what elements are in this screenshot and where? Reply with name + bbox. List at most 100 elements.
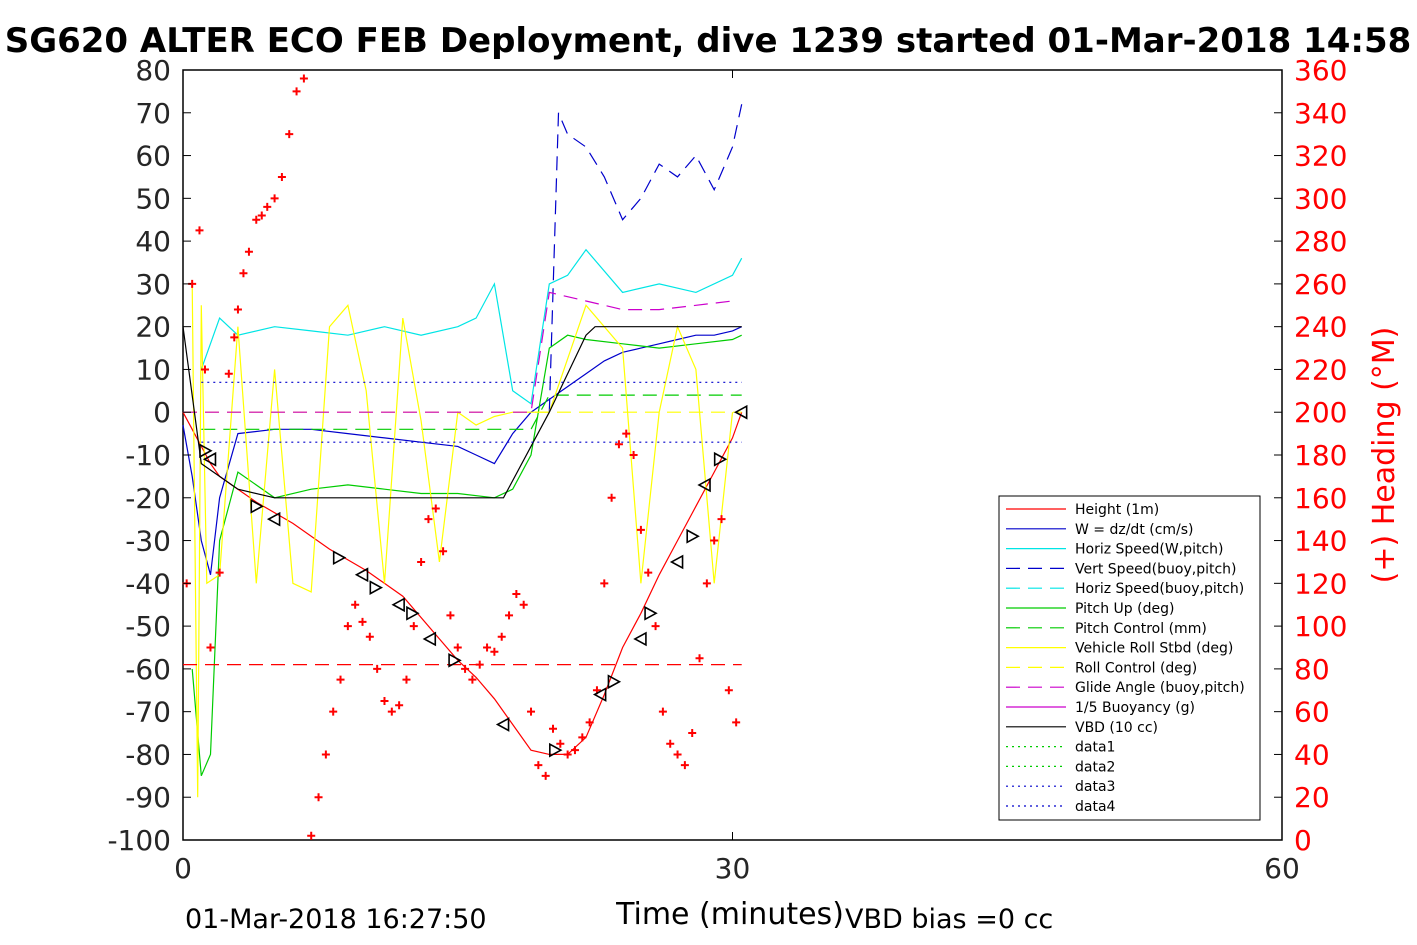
right-tick-label: 160 [1294,482,1347,515]
glider-marker [697,477,711,493]
series-w-dz-dt-cm-s [182,326,742,575]
footer-vbd-bias: VBD bias =0 cc [845,904,1053,935]
glider-marker [406,605,420,621]
legend-label: Vert Speed(buoy,pitch) [1075,561,1237,577]
right-tick-label: 240 [1294,311,1347,344]
heading-point [270,194,279,203]
left-tick-label: -70 [125,696,171,729]
heading-point [314,793,323,802]
glider-marker [422,631,437,647]
right-tick-label: 300 [1294,182,1347,215]
heading-point [233,305,242,314]
right-axis: 3603403203002802602402202001801601401201… [1274,54,1347,857]
heading-point [358,617,367,626]
left-tick-label: 10 [135,353,171,386]
glider-marker [644,605,658,621]
heading-point [724,686,733,695]
heading-point [658,707,667,716]
left-tick-label: 0 [153,396,171,429]
heading-point [585,718,594,727]
heading-point [680,761,689,770]
heading-point [497,632,506,641]
heading-point [195,226,204,235]
heading-point [402,675,411,684]
series-vbd-10-cc [182,326,742,499]
x-axis-label: Time (minutes) [615,897,844,932]
heading-point [446,611,455,620]
legend-label: Horiz Speed(buoy,pitch) [1075,581,1244,597]
glider-marker [549,742,563,758]
left-tick-label: -90 [125,781,171,814]
legend-label: Horiz Speed(W,pitch) [1075,542,1223,558]
right-tick-label: 180 [1294,439,1347,472]
heading-point [343,622,352,631]
heading-point [563,750,572,759]
left-tick-label: -40 [125,567,171,600]
glider-marker [332,550,347,566]
glider-markers [199,404,748,758]
left-tick-label: 20 [135,311,171,344]
heading-point [702,579,711,588]
heading-point [483,643,492,652]
heading-point [644,568,653,577]
left-tick-label: 80 [135,54,171,87]
chart-title: SG620 ALTER ECO FEB Deployment, dive 123… [5,21,1412,61]
series-horiz-speed-w-pitch [200,248,743,405]
heading-point [534,761,543,770]
heading-point [206,643,215,652]
glider-marker [391,597,405,613]
heading-point [519,600,528,609]
heading-point [710,536,719,545]
x-tick-label: 60 [1264,852,1300,885]
heading-point [409,622,418,631]
heading-point [321,750,330,759]
heading-point [351,600,360,609]
left-tick-label: -80 [125,738,171,771]
left-tick-label: 50 [135,182,171,215]
heading-point [673,750,682,759]
x-tick-label: 0 [174,852,192,885]
left-tick-label: 60 [135,140,171,173]
heading-point [257,211,266,220]
heading-point [695,654,704,663]
heading-point [468,675,477,684]
heading-point [629,451,638,459]
glider-marker [266,511,281,527]
heading-point [578,733,587,742]
heading-point [299,74,308,83]
series-layer [182,104,743,798]
series-pitch-up-deg [191,334,742,777]
right-tick-label: 60 [1294,696,1330,729]
glider-marker [250,498,264,514]
heading-point [651,622,660,631]
heading-point [292,87,301,96]
left-tick-label: -50 [125,610,171,643]
footer-timestamp: 01-Mar-2018 16:27:50 [185,904,487,935]
bottom-axis: 0 30 60 [174,70,1300,885]
left-tick-label: -30 [125,525,171,558]
left-tick-label: -100 [107,824,171,857]
legend-label: Roll Control (deg) [1075,660,1197,676]
x-tick-label: 30 [715,852,751,885]
right-tick-label: 320 [1294,140,1347,173]
legend-label: Height (1m) [1075,502,1159,518]
heading-point [387,707,396,716]
legend-label: 1/5 Buoyancy (g) [1075,700,1195,716]
heading-point [263,202,272,211]
glider-marker [199,443,213,459]
heading-point [417,557,426,566]
glider-marker [607,674,622,690]
right-tick-label: 360 [1294,54,1347,87]
right-tick-label: 260 [1294,268,1347,301]
heading-point [570,746,579,755]
heading-point [614,440,623,449]
glider-marker [495,717,510,732]
heading-point [607,493,616,502]
glider-marker [733,404,748,420]
glider-marker [369,580,383,595]
right-tick-label: 200 [1294,396,1347,429]
heading-point [666,739,675,748]
heading-point [541,771,550,780]
right-tick-label: 280 [1294,225,1347,258]
right-tick-label: 140 [1294,525,1347,558]
